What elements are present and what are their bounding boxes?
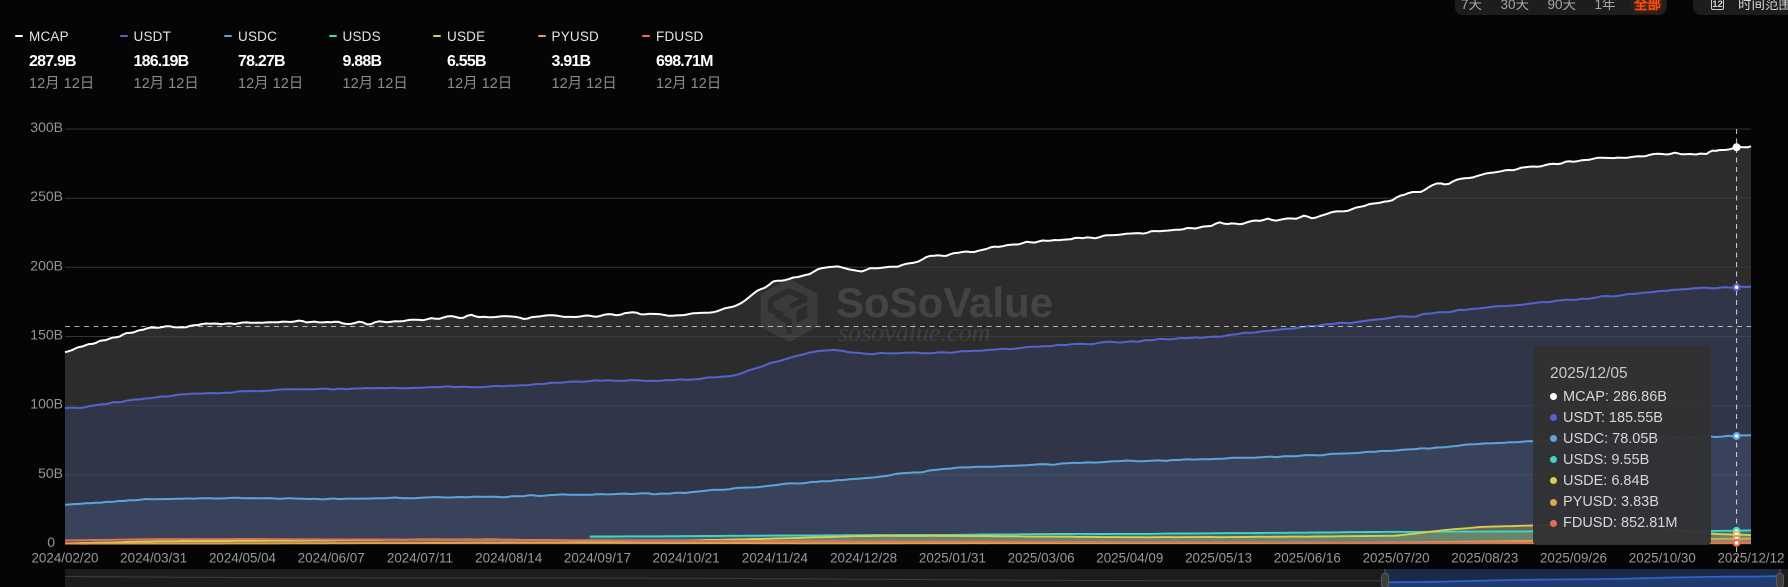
svg-text:2025/04/09: 2025/04/09	[1096, 551, 1163, 566]
svg-text:sosovalue.com: sosovalue.com	[838, 318, 990, 347]
svg-text:200B: 200B	[30, 257, 63, 273]
svg-text:2025/03/06: 2025/03/06	[1008, 551, 1075, 566]
svg-text:2025/08/23: 2025/08/23	[1451, 551, 1518, 566]
svg-text:2025/01/31: 2025/01/31	[919, 551, 986, 566]
svg-text:2024/11/24: 2024/11/24	[742, 551, 809, 566]
svg-text:2025/05/13: 2025/05/13	[1185, 551, 1252, 566]
svg-text:2025/06/16: 2025/06/16	[1274, 551, 1341, 566]
svg-text:2024/06/07: 2024/06/07	[298, 551, 365, 566]
svg-text:2024/08/14: 2024/08/14	[475, 551, 543, 566]
svg-text:100B: 100B	[30, 396, 63, 412]
svg-text:2024/10/21: 2024/10/21	[653, 551, 720, 566]
svg-text:2024/07/11: 2024/07/11	[387, 551, 453, 566]
svg-text:2025/09/26: 2025/09/26	[1540, 551, 1607, 566]
svg-text:2025/10/30: 2025/10/30	[1629, 551, 1696, 566]
svg-text:250B: 250B	[30, 188, 63, 204]
svg-text:0: 0	[47, 534, 55, 550]
svg-text:SoSoValue: SoSoValue	[836, 279, 1053, 326]
svg-text:2024/12/28: 2024/12/28	[830, 551, 897, 566]
svg-text:2025/07/20: 2025/07/20	[1363, 551, 1430, 566]
svg-text:2024/05/04: 2024/05/04	[209, 551, 277, 566]
svg-text:150B: 150B	[30, 327, 63, 343]
svg-text:2024/02/20: 2024/02/20	[31, 551, 98, 566]
svg-text:2024/09/17: 2024/09/17	[564, 551, 631, 566]
svg-text:300B: 300B	[30, 119, 63, 135]
svg-text:50B: 50B	[38, 465, 63, 481]
svg-text:2024/03/31: 2024/03/31	[120, 551, 187, 566]
svg-text:2025/12/12: 2025/12/12	[1717, 551, 1784, 566]
